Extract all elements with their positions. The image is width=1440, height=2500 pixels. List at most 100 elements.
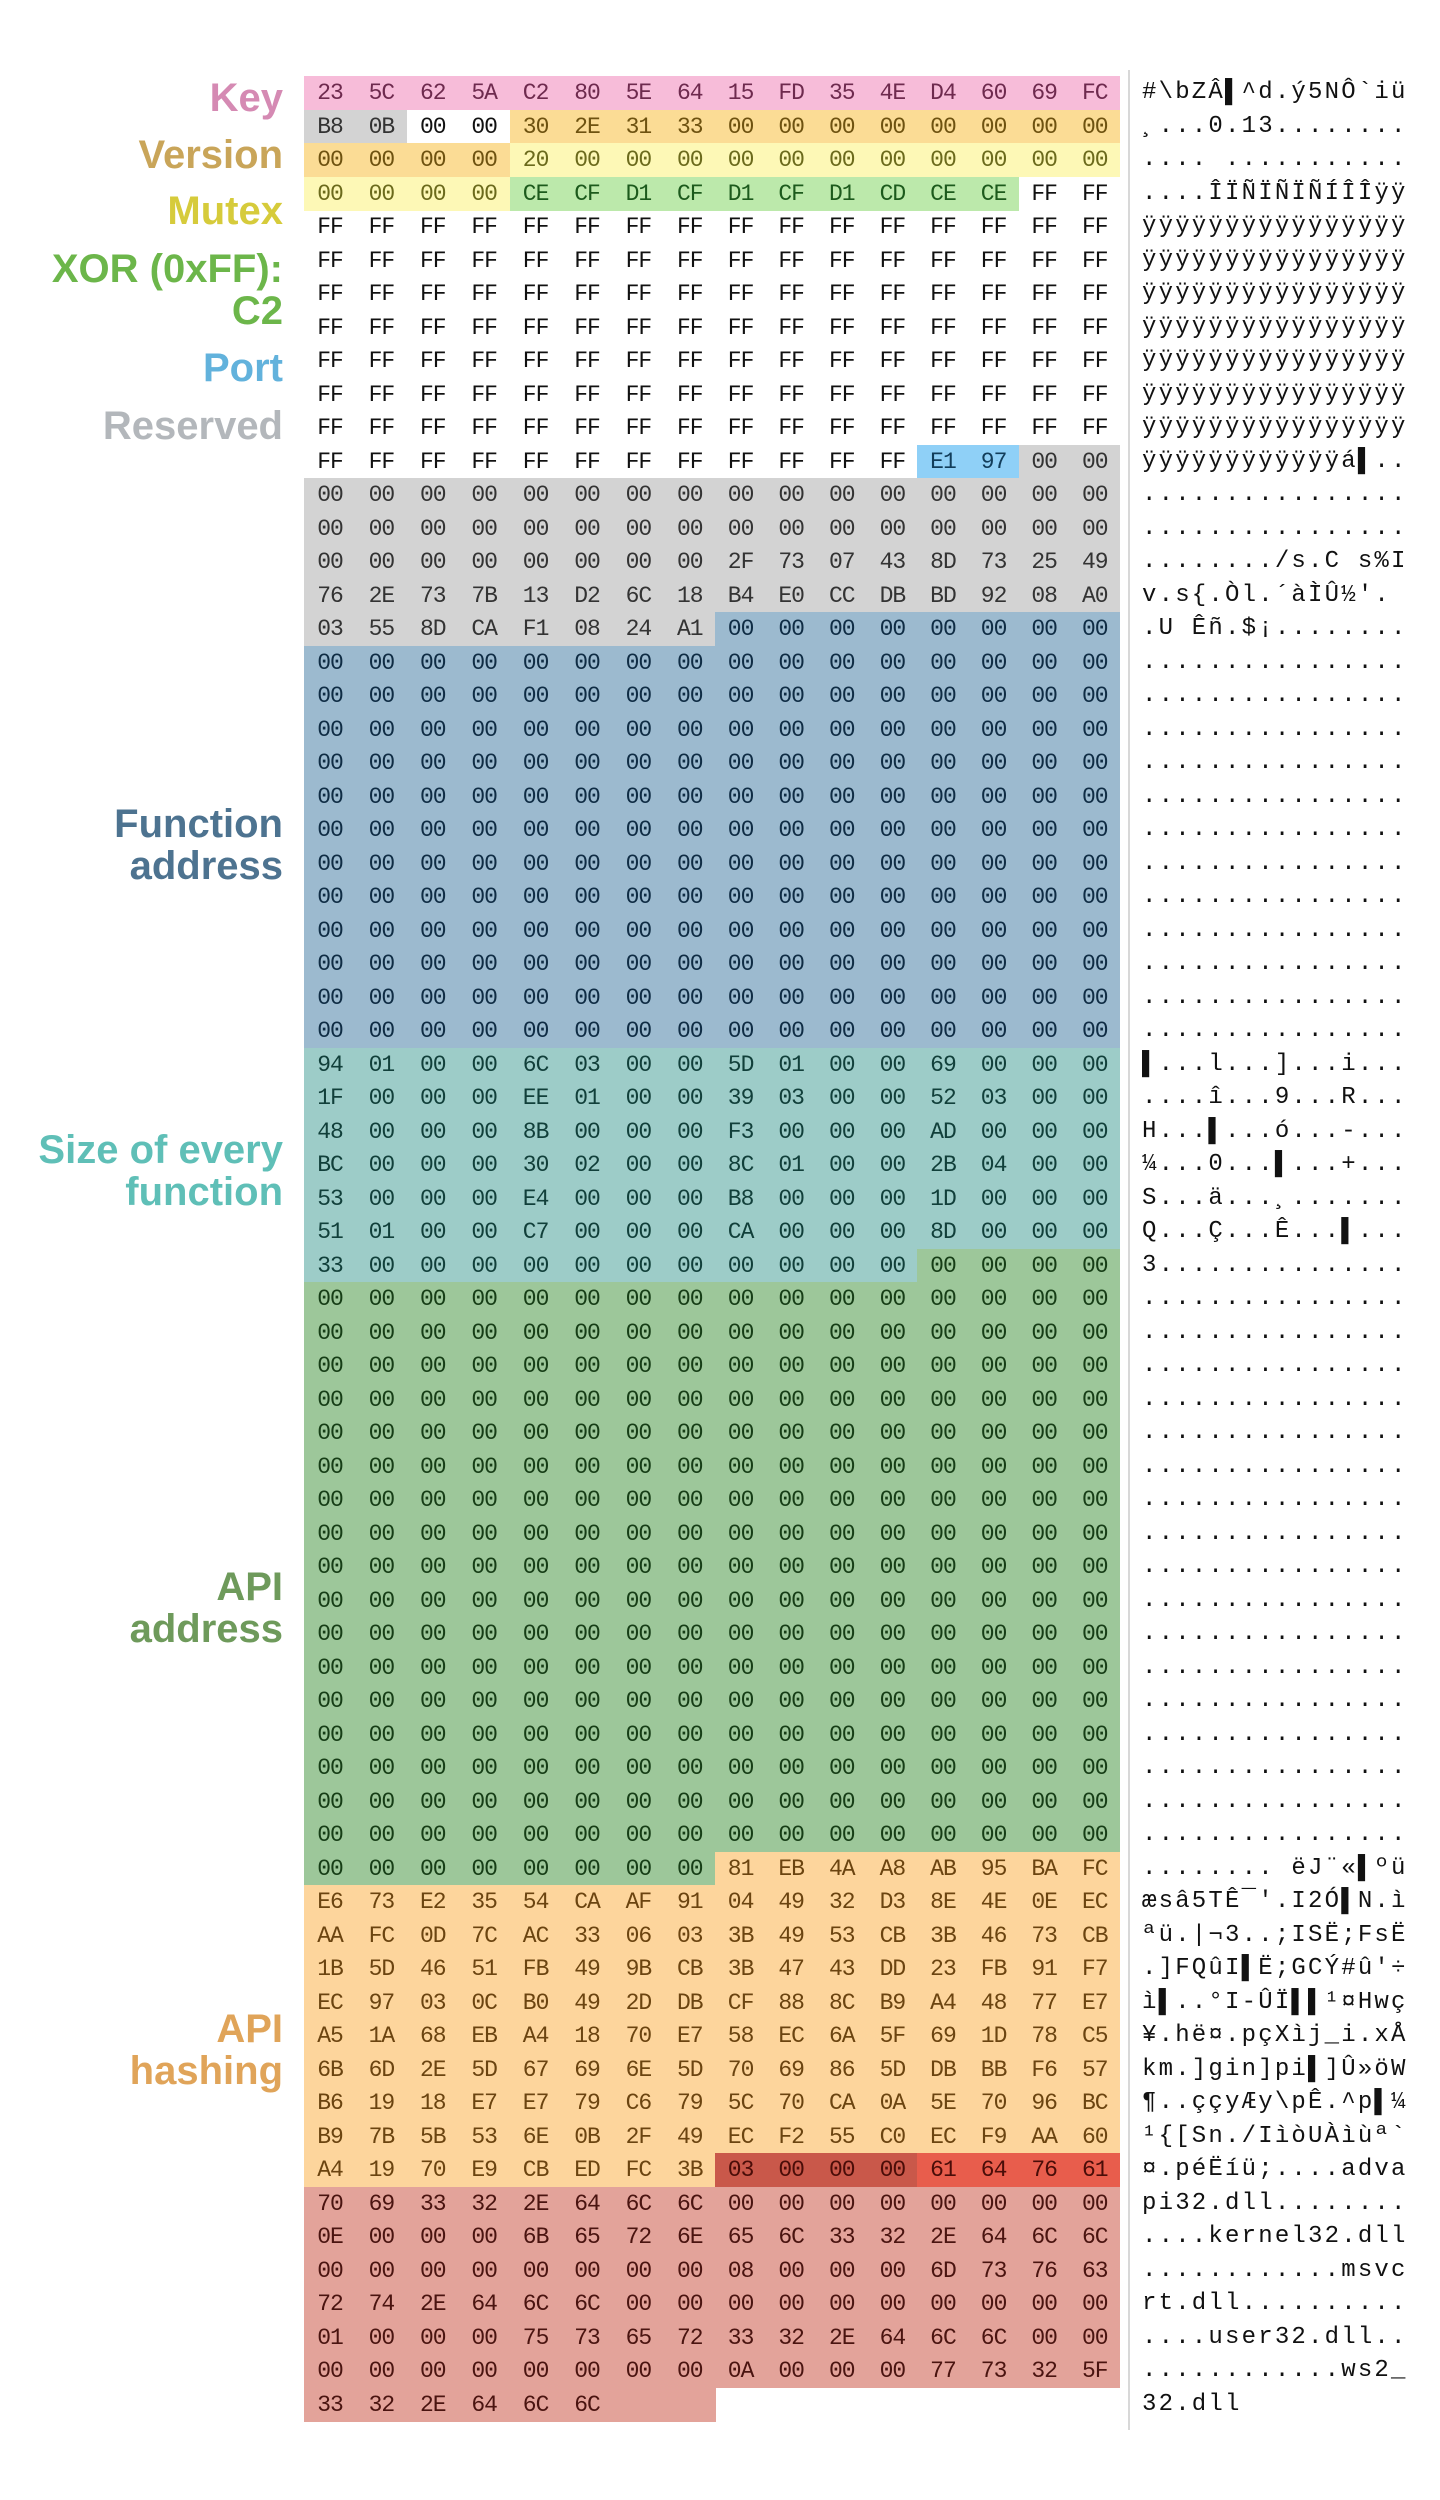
hex-byte-dll-names: 75 — [509, 2320, 562, 2355]
hex-byte: FF — [471, 381, 498, 408]
hex-byte-function-size: 00 — [1018, 1114, 1070, 1149]
hex-byte: FF — [419, 448, 447, 475]
hex-byte-api-address: 00 — [458, 1382, 511, 1417]
hex-byte-function-address: 00 — [663, 947, 716, 981]
hex-byte-api-hashing: 7B — [355, 2119, 408, 2154]
hex-byte-api-hashing: 8E — [917, 1885, 969, 1919]
hex-byte-function-size: 2B — [917, 1148, 969, 1182]
hex-byte-function-address: 00 — [968, 980, 1020, 1015]
hex-byte: FF — [625, 415, 653, 441]
hex-byte-api-address: 00 — [968, 1449, 1020, 1484]
hex-byte-function-address: 00 — [968, 712, 1020, 747]
hex-byte-dll-names: 00 — [816, 2186, 868, 2221]
ascii-row: ................ — [1142, 782, 1408, 810]
hex-byte: FF — [727, 415, 755, 441]
hex-byte-api-hashing: 49 — [663, 2119, 716, 2154]
hex-byte-function-address: 00 — [304, 1014, 356, 1048]
hex-byte-function-size: 00 — [816, 1248, 868, 1283]
hex-byte-function-size: 00 — [458, 1248, 511, 1283]
hex-byte-reserved: 00 — [406, 511, 459, 546]
hex-byte-api-address: 00 — [1069, 1349, 1121, 1383]
hex-byte-api-address: 00 — [715, 1717, 767, 1752]
hex-byte-api-hashing: BA — [1018, 1851, 1070, 1886]
hex-byte-api-hashing: EC — [304, 1985, 356, 2020]
hex-byte-api-address: 00 — [509, 1684, 562, 1718]
hex-byte-reserved: 00 — [509, 511, 562, 546]
hex-byte-api-hashing: 32 — [816, 1885, 868, 1919]
hex-byte-api-address: 00 — [561, 1583, 613, 1618]
hex-byte-function-address: 00 — [663, 880, 716, 914]
hex-byte-reserved: 55 — [355, 612, 408, 646]
hex-byte-api-hashing: FB — [509, 1952, 562, 1986]
hex-byte-api-address: 00 — [917, 1550, 969, 1584]
hex-byte-function-address: 00 — [304, 913, 356, 948]
hex-byte-version: 00 — [406, 143, 459, 177]
hex-byte-function-address: 00 — [458, 947, 511, 981]
hex-byte-reserved: 00 — [458, 545, 511, 579]
hex-byte-api-hashing: 03 — [406, 1985, 459, 2020]
hex-byte-api-hashing: 69 — [561, 2052, 613, 2087]
hex-byte-dll-names: 00 — [1069, 2186, 1121, 2221]
hex-byte-api-address: 00 — [304, 1382, 356, 1417]
hex-byte-function-address: 00 — [561, 746, 613, 780]
hex-byte: FF — [522, 314, 550, 341]
hex-byte-api-address: 00 — [304, 1483, 356, 1517]
hex-byte-function-size: 00 — [458, 1215, 511, 1249]
hex-byte: FF — [419, 247, 447, 274]
hex-byte-function-address: 00 — [458, 980, 511, 1015]
hex-byte-api-address: 00 — [355, 1851, 408, 1886]
hex-byte-dll-names: 73 — [561, 2320, 613, 2355]
hex-byte-api-address: 00 — [458, 1851, 511, 1886]
hex-byte: FF — [317, 348, 344, 374]
hex-byte-function-address: 00 — [406, 846, 459, 881]
hex-byte-function-size: 00 — [1018, 1215, 1070, 1249]
hex-byte-function-address: 00 — [1018, 679, 1070, 713]
hex-byte-function-address: 00 — [663, 913, 716, 948]
hex-byte: FF — [471, 214, 498, 240]
ascii-row: ................ — [1142, 1787, 1408, 1815]
hex-byte-api-hashing: AB — [917, 1851, 969, 1886]
hex-byte-api-hashing: 9B — [612, 1952, 665, 1986]
hex-byte-dll-names: 64 — [458, 2387, 511, 2422]
hex-byte-function-address: 00 — [765, 612, 817, 646]
hex-byte-api-address: 00 — [917, 1516, 969, 1551]
hex-byte-dll-names: 00 — [866, 2287, 918, 2321]
hex-byte-api-address: 00 — [866, 1583, 918, 1618]
hex-byte-api-hashing: E7 — [1069, 1985, 1121, 2020]
hex-byte-dll-names: 00 — [765, 2186, 817, 2221]
hex-byte-api-hashing: CA — [816, 2086, 868, 2120]
hex-byte-reserved: 18 — [663, 578, 716, 613]
hex-byte-function-address: 00 — [458, 746, 511, 780]
hex-byte-api-address: 00 — [663, 1382, 716, 1417]
hex-byte-api-address: 00 — [917, 1349, 969, 1383]
hex-byte: FF — [471, 281, 498, 307]
ascii-row: ......../s.C s%I — [1142, 548, 1408, 575]
hex-byte-reserved: 00 — [917, 511, 969, 546]
hex-byte-reserved: 00 — [968, 511, 1020, 546]
hex-byte-function-address: 00 — [1018, 779, 1070, 814]
hex-byte-api-address: 00 — [1069, 1717, 1121, 1752]
hex-byte-api-address: 00 — [866, 1684, 918, 1718]
hex-byte-api-address: 00 — [1069, 1416, 1121, 1450]
ascii-row: Q...Ç...Ê...▌... — [1142, 1218, 1408, 1245]
hex-byte-dll-name-start: 61 — [1069, 2153, 1121, 2187]
hex-byte-api-address: 00 — [612, 1818, 665, 1852]
hex-byte-function-size: B8 — [715, 1181, 767, 1216]
hex-byte-api-address: 00 — [612, 1349, 665, 1383]
hex-byte-api-address: 00 — [406, 1717, 459, 1752]
hex-byte: FF — [828, 381, 856, 408]
hex-byte-dll-names: 00 — [1069, 2287, 1121, 2321]
hex-byte-api-address: 00 — [509, 1818, 562, 1852]
hex-byte-function-size: 00 — [561, 1114, 613, 1149]
hex-byte-function-address: 00 — [663, 980, 716, 1015]
hex-byte-function-address: 00 — [1018, 846, 1070, 881]
hex-byte-version: 31 — [612, 109, 665, 144]
hex-byte: FF — [574, 281, 601, 307]
hex-byte-mutex: 00 — [561, 143, 613, 177]
hex-byte: FF — [625, 381, 653, 408]
hex-byte-function-address: 00 — [1069, 846, 1121, 881]
hex-byte-key: FC — [1069, 76, 1121, 110]
hex-byte-function-size: 03 — [968, 1081, 1020, 1115]
hex-byte: FF — [676, 281, 704, 307]
hex-byte: FF — [930, 348, 957, 374]
